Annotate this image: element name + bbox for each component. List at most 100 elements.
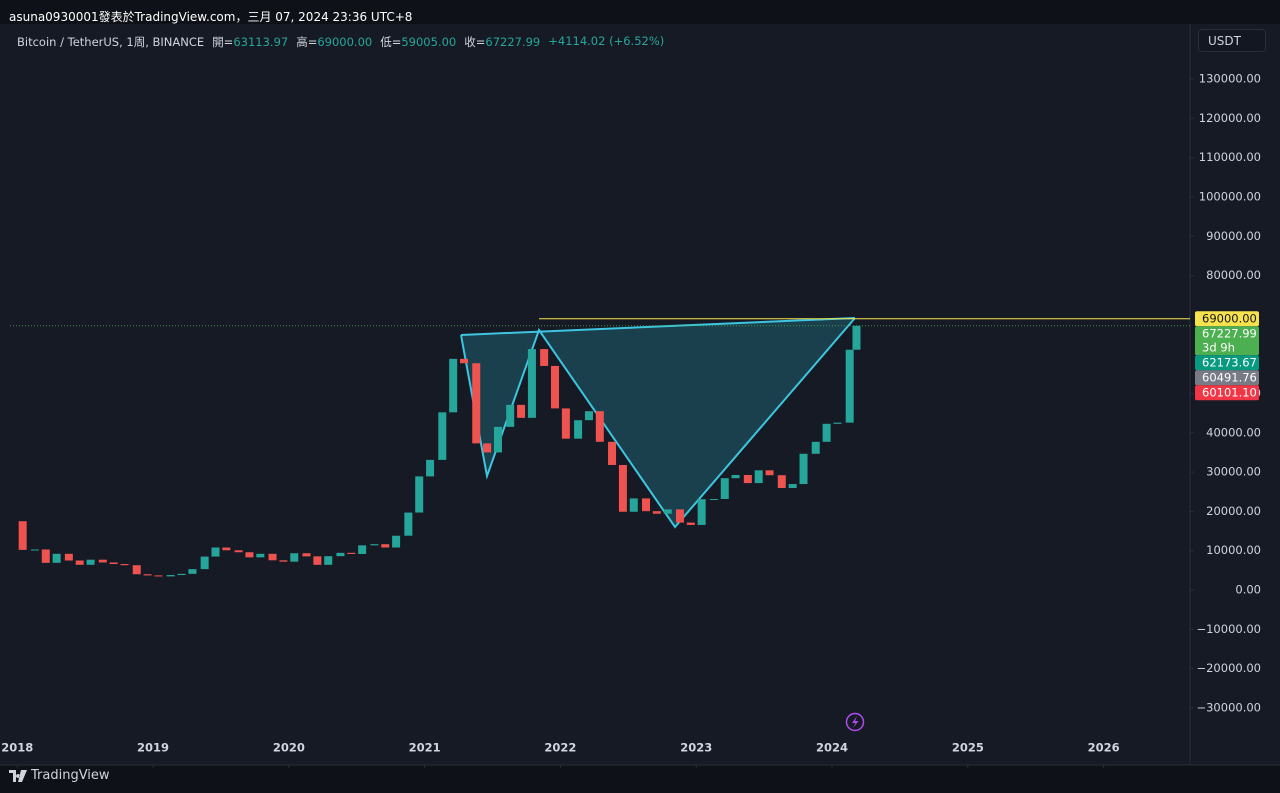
candle [30, 549, 39, 551]
ohlc-field: 收=67227.99 [464, 34, 540, 50]
flash-icon[interactable] [845, 712, 865, 732]
ohlc: 開=63113.97 高=69000.00 低=59005.00 收=67227.99 [212, 34, 540, 50]
candle [404, 512, 413, 536]
candle [551, 365, 560, 409]
price-tag [1195, 370, 1259, 386]
candle [381, 544, 390, 548]
candle [574, 420, 583, 439]
footer: TradingView [9, 768, 110, 783]
candle [822, 423, 831, 442]
x-tick-label: 2020 [273, 741, 305, 755]
ohlc-label: 高= [296, 35, 318, 49]
candle [143, 574, 152, 576]
y-tick-label: −30000.00 [1196, 700, 1261, 714]
candle [686, 522, 695, 525]
candle [211, 547, 220, 557]
candle [120, 564, 129, 566]
candle [52, 553, 61, 563]
candle [754, 470, 763, 484]
chart-panel [0, 24, 1280, 765]
candle [392, 535, 401, 548]
ohlc-field: 高=69000.00 [296, 34, 372, 50]
candle [629, 498, 638, 512]
price-tag-label: 62173.67 [1202, 355, 1257, 369]
y-tick-label: 130000.00 [1199, 72, 1261, 86]
candle [449, 358, 458, 413]
y-tick-label: −20000.00 [1196, 661, 1261, 675]
candle [608, 441, 617, 465]
candle [709, 498, 718, 500]
candle [426, 459, 435, 477]
ohlc-field: 低=59005.00 [380, 34, 456, 50]
legend: Bitcoin / TetherUS, 1周, BINANCE 開=63113.… [17, 34, 664, 50]
candle [584, 411, 593, 421]
candle [222, 547, 231, 551]
symbol: Bitcoin / TetherUS, 1周, BINANCE [17, 35, 205, 49]
candle [324, 556, 333, 565]
price-tag [1195, 326, 1259, 356]
x-tick-label: 2023 [680, 741, 712, 755]
x-tick-label: 2021 [409, 741, 441, 755]
candle [697, 499, 706, 525]
ohlc-field: 開=63113.97 [212, 34, 288, 50]
candle [64, 553, 73, 561]
y-tick-label: 90000.00 [1206, 229, 1261, 243]
ohlc-value: 67227.99 [485, 35, 541, 49]
header: asuna0930001發表於TradingView.com，三月 07, 20… [9, 10, 413, 24]
candle [731, 475, 740, 479]
ohlc-label: 低= [380, 35, 402, 49]
candle [86, 559, 95, 565]
candle [720, 478, 729, 499]
plot [18, 317, 861, 577]
candle [845, 349, 854, 423]
candle [765, 470, 774, 476]
candle [268, 553, 277, 561]
price-tag-label: 67227.99 [1202, 326, 1257, 340]
candle [109, 562, 118, 565]
price-tag-label: 60491.76 [1202, 370, 1257, 384]
price-tag-countdown: 3d 9h [1202, 340, 1235, 354]
candle [154, 575, 163, 577]
candle [438, 412, 447, 460]
candle [675, 509, 684, 523]
x-tick-label: 2018 [1, 741, 33, 755]
candle [302, 553, 311, 557]
candle [483, 443, 492, 453]
candle [833, 422, 842, 424]
candle [358, 545, 367, 555]
y-tick-label: 120000.00 [1199, 111, 1261, 125]
x-tick-label: 2019 [137, 741, 169, 755]
pattern-line [460, 317, 856, 336]
x-tick-label: 2026 [1088, 741, 1120, 755]
candle [18, 521, 27, 550]
y-tick-label: 40000.00 [1206, 425, 1261, 439]
candle [595, 411, 604, 442]
currency-button[interactable]: USDT [1198, 29, 1266, 52]
x-tick-label: 2022 [544, 741, 576, 755]
candle [540, 349, 549, 366]
candle [256, 553, 265, 558]
candle [652, 511, 661, 514]
pattern-fill [461, 318, 855, 527]
y-tick-label: 110000.00 [1199, 150, 1261, 164]
candle [313, 556, 322, 565]
candle [852, 325, 861, 350]
y-tick-label: 80000.00 [1206, 268, 1261, 282]
logo [9, 769, 27, 782]
candle [188, 569, 197, 574]
ohlc-label: 收= [464, 35, 486, 49]
candle [641, 498, 650, 512]
candle [234, 550, 243, 553]
brand: TradingView [31, 768, 110, 783]
candle [506, 404, 515, 427]
candle [132, 565, 141, 575]
candle [788, 484, 797, 488]
ohlc-value: 59005.00 [401, 35, 457, 49]
ohlc-value: 63113.97 [233, 35, 289, 49]
candle [370, 544, 379, 546]
candle [347, 552, 356, 555]
y-tick-label: 100000.00 [1199, 189, 1261, 203]
change: +4114.02 (+6.52%) [548, 34, 665, 48]
candle [472, 363, 481, 444]
